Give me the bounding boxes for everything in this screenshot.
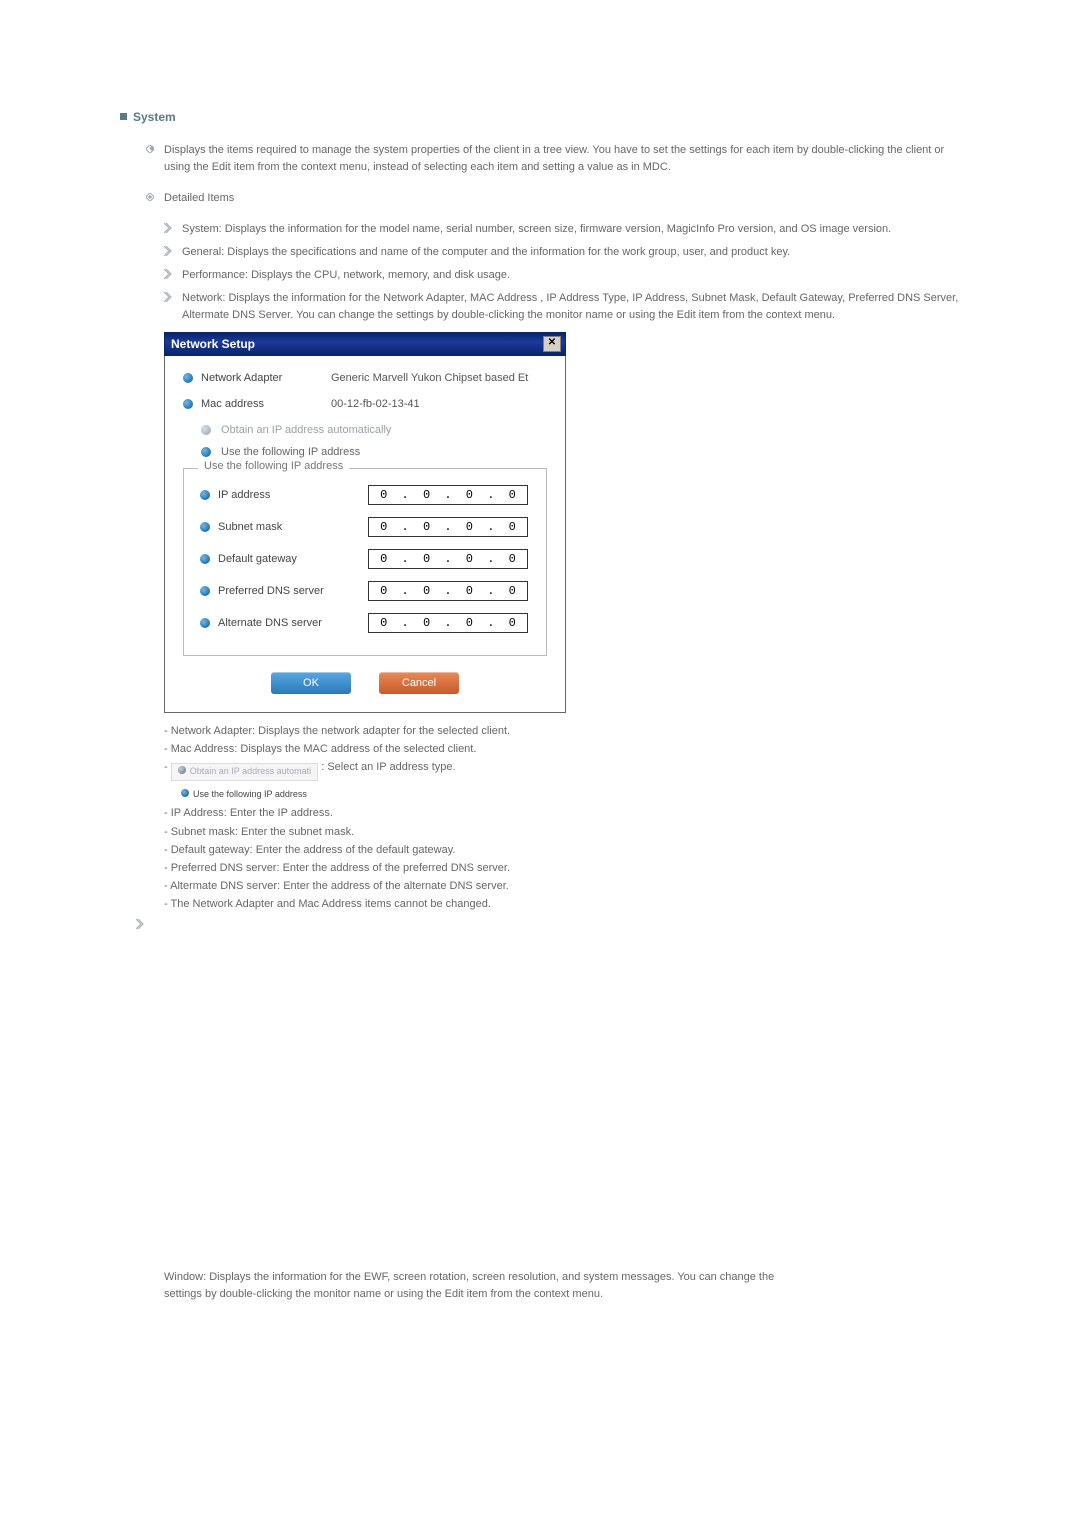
dialog-buttons: OK Cancel (183, 672, 547, 694)
intro-paragraph: Displays the items required to manage th… (146, 142, 960, 176)
default-gateway-input[interactable]: 0. 0. 0. 0 (368, 549, 528, 569)
dot-bullet-icon (183, 399, 193, 409)
note-line: - The Network Adapter and Mac Address it… (164, 896, 960, 913)
pdns-label: Preferred DNS server (218, 585, 368, 597)
bullet-general: General: Displays the specifications and… (164, 244, 960, 261)
diamond-bullet-icon (146, 145, 154, 153)
diamond-bullet-icon (146, 193, 154, 201)
row-network-adapter: Network Adapter Generic Marvell Yukon Ch… (183, 372, 547, 384)
chevron-right-icon (164, 246, 172, 256)
note-line: - Preferred DNS server: Enter the addres… (164, 860, 960, 877)
bullet-general-text: General: Displays the specifications and… (182, 246, 790, 258)
note-line: - IP Address: Enter the IP address. (164, 805, 960, 822)
row-default-gateway: Default gateway 0. 0. 0. 0 (200, 549, 530, 569)
radio-icon (201, 447, 211, 457)
subnet-label: Subnet mask (218, 521, 368, 533)
subnet-mask-input[interactable]: 0. 0. 0. 0 (368, 517, 528, 537)
chevron-right-icon (164, 269, 172, 279)
intro-text: Displays the items required to manage th… (164, 144, 944, 173)
adns-label: Alternate DNS server (218, 617, 368, 629)
adapter-label: Network Adapter (201, 372, 331, 384)
chevron-right-icon (164, 223, 172, 233)
bullet-system-text: System: Displays the information for the… (182, 223, 891, 235)
section-heading-text: System (133, 110, 176, 124)
row-subnet-mask: Subnet mask 0. 0. 0. 0 (200, 517, 530, 537)
ip-address-input[interactable]: 0. 0. 0. 0 (368, 485, 528, 505)
radio-manual-ip[interactable]: Use the following IP address (201, 446, 547, 458)
bullet-network-text: Network: Displays the information for th… (182, 292, 958, 321)
section-heading: System (120, 110, 960, 124)
network-setup-dialog: Network Setup ✕ Network Adapter Generic … (164, 332, 566, 713)
dialog-titlebar: Network Setup ✕ (164, 332, 566, 356)
radio-manual-label: Use the following IP address (221, 446, 360, 458)
radio-auto-ip[interactable]: Obtain an IP address automatically (201, 424, 547, 436)
radio-auto-label: Obtain an IP address automatically (221, 424, 391, 436)
note-line: Use the following IP address (174, 782, 960, 804)
note-line: - Default gateway: Enter the address of … (164, 842, 960, 859)
dot-bullet-icon (200, 522, 210, 532)
notes-block: - Network Adapter: Displays the network … (164, 723, 960, 912)
adapter-value: Generic Marvell Yukon Chipset based Et (331, 372, 528, 384)
inline-option-manual: Use the following IP address (174, 786, 314, 804)
close-button[interactable]: ✕ (543, 336, 561, 352)
note-line: - Subnet mask: Enter the subnet mask. (164, 824, 960, 841)
dialog-body: Network Adapter Generic Marvell Yukon Ch… (164, 356, 566, 713)
dot-bullet-icon (200, 586, 210, 596)
preferred-dns-input[interactable]: 0. 0. 0. 0 (368, 581, 528, 601)
fieldset-legend: Use the following IP address (198, 460, 349, 472)
dot-bullet-icon (200, 618, 210, 628)
note-line: - Network Adapter: Displays the network … (164, 723, 960, 740)
ip-label: IP address (218, 489, 368, 501)
mac-value: 00-12-fb-02-13-41 (331, 398, 420, 410)
row-mac-address: Mac address 00-12-fb-02-13-41 (183, 398, 547, 410)
gateway-label: Default gateway (218, 553, 368, 565)
note-line: - Altermate DNS server: Enter the addres… (164, 878, 960, 895)
row-preferred-dns: Preferred DNS server 0. 0. 0. 0 (200, 581, 530, 601)
detailed-items-heading: Detailed Items (146, 190, 960, 207)
window-paragraph: Window: Displays the information for the… (164, 1269, 784, 1303)
detailed-heading-text: Detailed Items (164, 192, 234, 204)
chevron-right-icon (136, 919, 144, 929)
ip-fieldset: Use the following IP address IP address … (183, 468, 547, 656)
radio-icon (201, 425, 211, 435)
bullet-performance-text: Performance: Displays the CPU, network, … (182, 269, 510, 281)
radio-icon (181, 789, 189, 797)
chevron-right-icon (164, 292, 172, 302)
square-bullet-icon (120, 113, 127, 120)
row-ip-address: IP address 0. 0. 0. 0 (200, 485, 530, 505)
dialog-title: Network Setup (171, 337, 255, 351)
dot-bullet-icon (200, 554, 210, 564)
radio-icon (178, 766, 186, 774)
cancel-button[interactable]: Cancel (379, 672, 459, 694)
bullet-system: System: Displays the information for the… (164, 221, 960, 238)
inline-option-auto: Obtain an IP address automati (171, 763, 318, 781)
note-line: - Obtain an IP address automati : Select… (164, 759, 960, 781)
note-line: - Mac Address: Displays the MAC address … (164, 741, 960, 758)
bullet-network: Network: Displays the information for th… (164, 290, 960, 324)
ok-button[interactable]: OK (271, 672, 351, 694)
bullet-performance: Performance: Displays the CPU, network, … (164, 267, 960, 284)
dot-bullet-icon (200, 490, 210, 500)
row-alternate-dns: Alternate DNS server 0. 0. 0. 0 (200, 613, 530, 633)
mac-label: Mac address (201, 398, 331, 410)
dot-bullet-icon (183, 373, 193, 383)
alternate-dns-input[interactable]: 0. 0. 0. 0 (368, 613, 528, 633)
